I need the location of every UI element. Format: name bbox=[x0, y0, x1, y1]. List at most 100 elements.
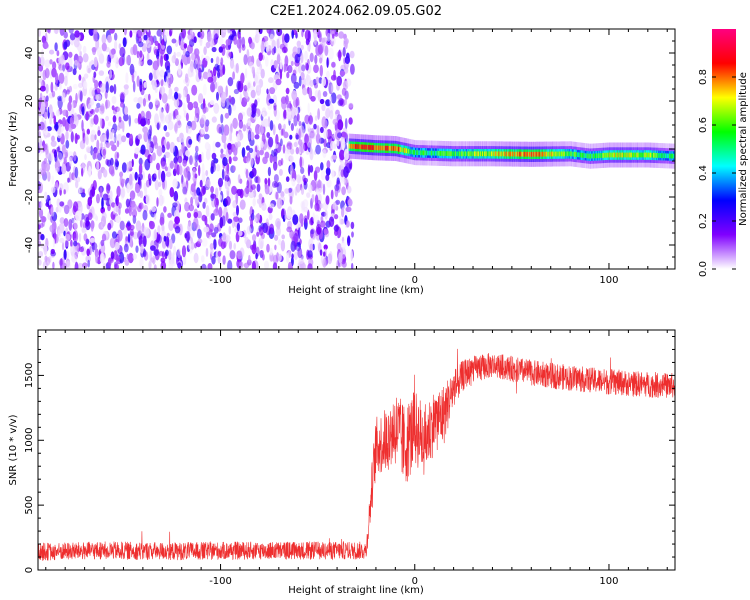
heatmap-cell bbox=[208, 143, 211, 153]
heatmap-cell bbox=[182, 186, 188, 195]
heatmap-cell bbox=[576, 152, 578, 157]
heatmap-cell bbox=[228, 240, 232, 250]
heatmap-cell bbox=[134, 118, 139, 124]
heatmap-cell bbox=[492, 151, 494, 157]
heatmap-cell bbox=[254, 176, 259, 184]
heatmap-cell bbox=[152, 79, 157, 91]
heatmap-cell bbox=[323, 128, 328, 140]
heatmap-cell bbox=[307, 250, 313, 258]
heatmap-cell bbox=[626, 152, 628, 158]
heatmap-cell bbox=[219, 216, 224, 229]
heatmap-cell bbox=[286, 71, 290, 79]
heatmap-cell bbox=[395, 146, 397, 151]
heatmap-cell bbox=[645, 152, 647, 158]
heatmap-cell bbox=[331, 83, 334, 94]
heatmap-cell bbox=[381, 145, 383, 151]
heatmap-cell bbox=[74, 261, 79, 269]
heatmap-cell bbox=[460, 151, 462, 157]
heatmap-cell bbox=[132, 80, 136, 93]
heatmap-cell bbox=[255, 84, 262, 96]
heatmap-cell bbox=[256, 149, 260, 158]
heatmap-cell bbox=[205, 170, 209, 177]
heatmap-cell bbox=[569, 151, 571, 157]
heatmap-cell bbox=[65, 260, 71, 269]
heatmap-cell bbox=[253, 81, 256, 87]
heatmap-cell bbox=[422, 150, 424, 156]
heatmap-cell bbox=[545, 151, 547, 157]
heatmap-cell bbox=[585, 153, 587, 159]
heatmap-cell bbox=[229, 34, 234, 40]
heatmap-cell bbox=[645, 152, 647, 158]
heatmap-cell bbox=[309, 146, 313, 155]
heatmap-cell bbox=[184, 232, 188, 239]
heatmap-cell bbox=[496, 151, 498, 157]
heatmap-cell bbox=[589, 153, 591, 159]
heatmap-cell bbox=[592, 153, 594, 159]
heatmap-cell bbox=[154, 179, 159, 191]
heatmap-cell bbox=[238, 230, 243, 237]
heatmap-cell bbox=[145, 194, 151, 206]
heatmap-cell bbox=[588, 153, 590, 159]
heatmap-cell bbox=[192, 191, 196, 200]
heatmap-cell bbox=[198, 135, 201, 144]
heatmap-cell bbox=[64, 239, 69, 247]
heatmap-cell bbox=[178, 35, 181, 46]
heatmap-cell bbox=[135, 245, 139, 253]
heatmap-cell bbox=[251, 66, 255, 75]
heatmap-cell bbox=[613, 152, 615, 158]
heatmap-cell bbox=[579, 152, 581, 158]
heatmap-cell bbox=[438, 150, 440, 156]
heatmap-cell bbox=[214, 81, 218, 89]
heatmap-cell bbox=[287, 65, 293, 74]
heatmap-cell bbox=[303, 181, 308, 190]
heatmap-cell bbox=[653, 152, 655, 158]
heatmap-cell bbox=[565, 151, 567, 157]
heatmap-cell bbox=[395, 146, 397, 151]
heatmap-cell bbox=[229, 57, 235, 69]
heatmap-cell bbox=[293, 251, 298, 260]
heatmap-cell bbox=[343, 204, 349, 216]
heatmap-cell bbox=[173, 190, 179, 202]
heatmap-cell bbox=[518, 151, 520, 157]
heatmap-cell bbox=[233, 147, 238, 156]
heatmap-cell bbox=[326, 179, 332, 188]
heatmap-cell bbox=[600, 153, 602, 158]
heatmap-cell bbox=[341, 207, 345, 218]
heatmap-cell bbox=[107, 222, 112, 231]
heatmap-cell bbox=[431, 150, 433, 156]
heatmap-cell bbox=[140, 118, 146, 127]
heatmap-cell bbox=[603, 152, 605, 158]
heatmap-cell bbox=[462, 151, 464, 157]
heatmap-xlabel: Height of straight line (km) bbox=[288, 285, 424, 296]
heatmap-cell bbox=[137, 96, 143, 104]
heatmap-cell bbox=[99, 106, 105, 115]
heatmap-cell bbox=[607, 152, 609, 158]
heatmap-cell bbox=[194, 173, 198, 179]
heatmap-cell bbox=[338, 215, 342, 225]
heatmap-cell bbox=[307, 102, 310, 114]
heatmap-cell bbox=[198, 67, 202, 80]
heatmap-cell bbox=[54, 123, 59, 131]
heatmap-cell bbox=[388, 145, 390, 151]
heatmap-cell bbox=[594, 153, 596, 159]
heatmap-cell bbox=[308, 87, 313, 100]
heatmap-cell bbox=[622, 152, 624, 158]
heatmap-cell bbox=[537, 151, 539, 157]
heatmap-cell bbox=[446, 151, 448, 156]
heatmap-cell bbox=[590, 153, 592, 159]
heatmap-cell bbox=[161, 144, 166, 153]
heatmap-cell bbox=[254, 134, 260, 140]
heatmap-cell bbox=[437, 150, 439, 156]
heatmap-cell bbox=[341, 178, 346, 184]
heatmap-cell bbox=[105, 142, 110, 149]
heatmap-cell bbox=[359, 144, 361, 150]
heatmap-cell bbox=[641, 152, 643, 158]
heatmap-cell bbox=[202, 71, 209, 80]
heatmap-cell bbox=[185, 50, 190, 58]
heatmap-cell bbox=[293, 115, 298, 127]
heatmap-cell bbox=[384, 145, 386, 151]
heatmap-cell bbox=[225, 43, 231, 51]
heatmap-cell bbox=[63, 218, 69, 227]
heatmap-cell bbox=[199, 30, 205, 39]
heatmap-cell bbox=[116, 140, 120, 148]
